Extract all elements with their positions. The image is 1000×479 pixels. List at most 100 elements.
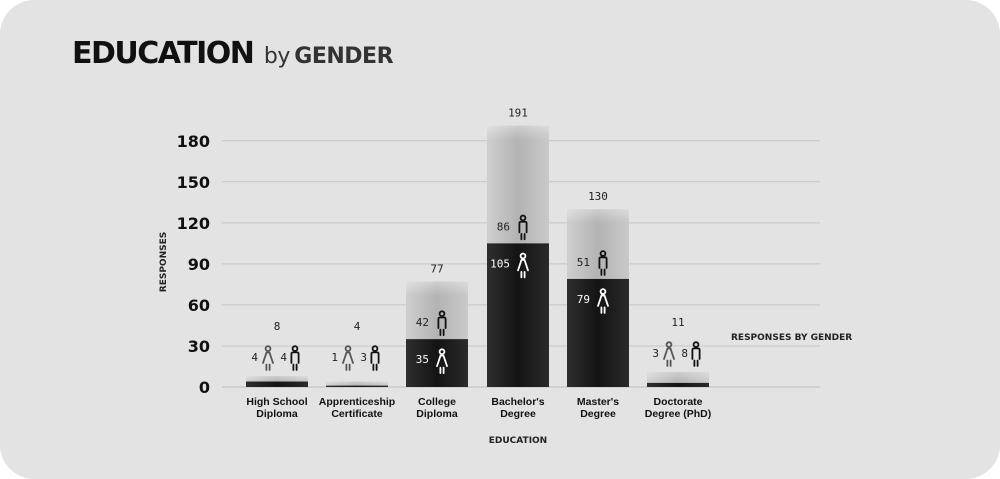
y-axis-title: RESPONSES (159, 232, 169, 292)
icon-head (665, 341, 673, 348)
bar-total-label: 130 (588, 190, 608, 203)
x-category-label-line: Certificate (331, 408, 383, 420)
icon-body (262, 351, 274, 364)
icon-body (691, 347, 701, 360)
female-icon (342, 345, 354, 371)
icon-legs (345, 363, 351, 371)
x-category-label-line: Degree (500, 408, 536, 420)
icon-body (370, 351, 380, 364)
male-icon (370, 345, 380, 371)
bar-highlight (487, 125, 549, 140)
x-category-label-line: Bachelor's (491, 396, 544, 408)
icon-legs (520, 232, 526, 241)
y-tick-label: 90 (188, 255, 210, 274)
female-icon (597, 288, 609, 314)
male-value-label: 86 (497, 220, 510, 233)
icon-body (598, 256, 608, 269)
x-category-label-line: Master's (577, 396, 619, 408)
x-category-label-line: Diploma (416, 408, 458, 420)
title-by: by (263, 44, 290, 69)
icon-legs (265, 363, 271, 371)
icon-legs (292, 363, 298, 371)
icon-body (437, 316, 447, 330)
y-tick-label: 30 (188, 337, 210, 356)
x-category-label: High School Diploma (246, 396, 307, 420)
icon-body (290, 351, 300, 364)
x-category-label: Master's Degree (577, 396, 619, 420)
bar-total-label: 4 (354, 320, 361, 333)
x-category-label: Bachelor's Degree (491, 396, 544, 420)
bar-highlight (326, 381, 388, 386)
male-icon (290, 345, 300, 371)
x-category-label: Doctorate Degree (PhD) (645, 396, 712, 420)
chart-title: EDUCATION by GENDER (72, 36, 394, 71)
bar-female-segment[interactable] (567, 278, 629, 387)
bar-female-segment[interactable] (326, 385, 388, 387)
male-icon (518, 214, 528, 241)
icon-legs (600, 268, 606, 276)
bar-highlight (647, 371, 709, 383)
icon-head (264, 345, 272, 352)
title-main: EDUCATION (72, 36, 255, 71)
x-category-label-line: High School (246, 396, 307, 408)
y-tick-label: 150 (177, 173, 210, 192)
bar-female-segment[interactable] (647, 382, 709, 387)
x-category-label: Apprenticeship Certificate (319, 396, 395, 420)
icon-head (599, 288, 607, 295)
icon-body (663, 347, 675, 360)
icon-legs (600, 306, 606, 314)
bar-male-segment[interactable] (487, 125, 549, 244)
bar-female-segment[interactable] (487, 243, 549, 387)
icon-body (342, 351, 354, 364)
male-icon (691, 341, 701, 367)
bar-highlight (406, 281, 468, 296)
male-value-label: 8 (681, 347, 688, 360)
icon-body (517, 258, 529, 272)
male-value-label: 51 (577, 256, 590, 269)
bar-total-label: 11 (671, 316, 684, 329)
icon-head (599, 250, 607, 257)
female-icon (262, 345, 274, 371)
male-value-label: 42 (416, 316, 429, 329)
y-tick-label: 180 (177, 132, 210, 151)
icon-legs (693, 359, 699, 367)
title-rest: GENDER (294, 44, 394, 69)
icon-head (692, 341, 700, 348)
icon-legs (439, 366, 445, 375)
female-value-label: 35 (416, 353, 429, 366)
icon-legs (666, 359, 672, 367)
female-value-label: 3 (652, 347, 659, 360)
icon-legs (520, 270, 526, 279)
x-category-label-line: College (418, 396, 456, 408)
female-value-label: 79 (577, 293, 590, 306)
male-value-label: 4 (280, 351, 287, 364)
male-value-label: 3 (360, 351, 367, 364)
x-category-label-line: Diploma (256, 408, 298, 420)
x-category-label-line: Degree (580, 408, 616, 420)
icon-head (371, 345, 379, 352)
icon-head (519, 214, 527, 222)
x-category-label-line: Doctorate (653, 396, 702, 408)
x-category-label-line: Apprenticeship (319, 396, 395, 408)
icon-head (438, 348, 446, 356)
icon-body (436, 354, 448, 368)
y-tick-label: 0 (199, 378, 210, 397)
bar-highlight (246, 376, 308, 382)
icon-head (519, 252, 527, 260)
bar-female-segment[interactable] (246, 381, 308, 387)
x-category-label: College Diploma (416, 396, 458, 420)
male-icon (598, 250, 608, 276)
bar-total-label: 77 (430, 263, 443, 276)
bar-female-segment[interactable] (406, 339, 468, 387)
x-axis-title: EDUCATION (489, 436, 547, 446)
y-tick-label: 60 (188, 296, 210, 315)
female-icon (663, 341, 675, 367)
bar-highlight (567, 209, 629, 224)
icon-head (291, 345, 299, 352)
bar-total-label: 8 (274, 320, 281, 333)
icon-head (344, 345, 352, 352)
bar-total-label: 191 (508, 107, 528, 120)
y-tick-label: 120 (177, 214, 210, 233)
legend-title: RESPONSES BY GENDER (731, 333, 852, 343)
